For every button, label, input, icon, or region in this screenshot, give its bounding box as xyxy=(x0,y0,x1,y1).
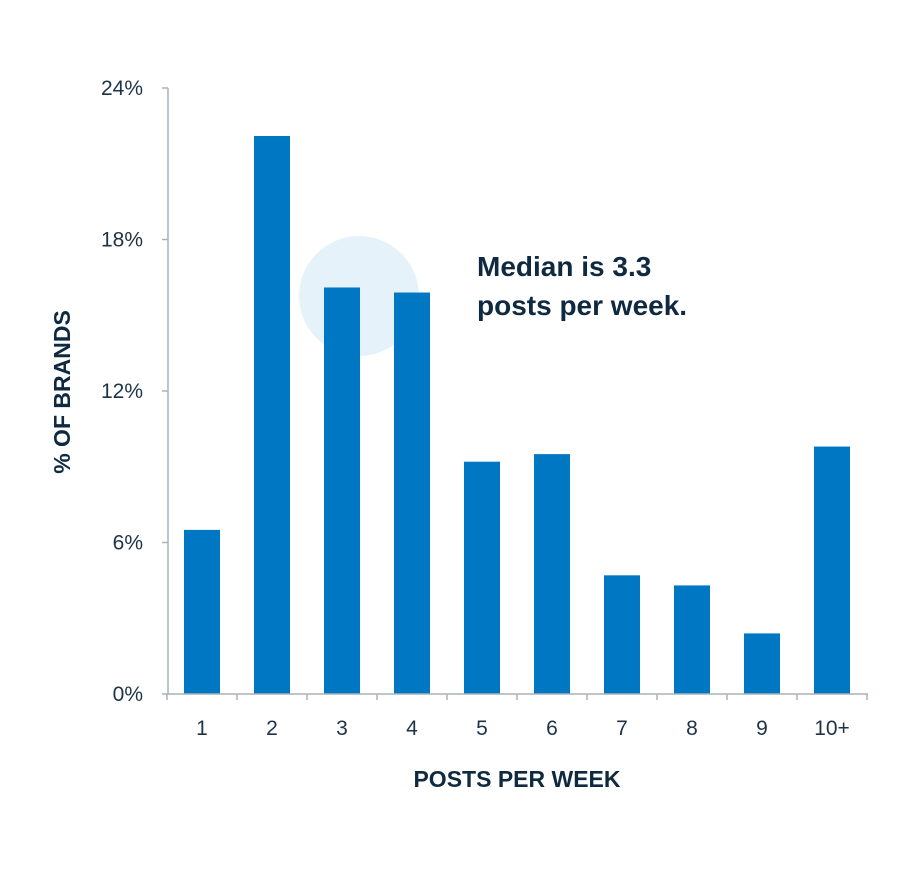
bar-10+ xyxy=(814,446,850,694)
x-tick-label: 9 xyxy=(756,717,768,740)
annotation-line-2: posts per week. xyxy=(477,290,687,321)
bar-3 xyxy=(324,287,360,694)
bar-6 xyxy=(534,454,570,694)
y-ticks-group: 0% 6% 12% 18% 24% xyxy=(101,77,168,706)
x-tick-label: 10+ xyxy=(814,717,850,740)
bar-7 xyxy=(604,575,640,694)
x-tick-label: 8 xyxy=(686,717,698,740)
bar-4 xyxy=(394,292,430,694)
bars-group xyxy=(184,135,850,695)
x-tick-label: 5 xyxy=(476,717,488,740)
bar-2 xyxy=(254,135,290,695)
y-tick-label: 24% xyxy=(101,77,143,100)
y-axis-title: % OF BRANDS xyxy=(49,310,75,474)
bar-5 xyxy=(464,461,500,694)
y-tick-label: 0% xyxy=(113,683,143,706)
x-tick-label: 1 xyxy=(196,717,208,740)
x-axis-title: POSTS PER WEEK xyxy=(413,766,620,792)
median-annotation: Median is 3.3 posts per week. xyxy=(477,251,687,321)
x-tick-label: 6 xyxy=(546,717,558,740)
x-tick-label: 2 xyxy=(266,717,278,740)
y-tick-label: 12% xyxy=(101,380,143,403)
annotation-line-1: Median is 3.3 xyxy=(477,251,651,282)
x-tick-label: 3 xyxy=(336,717,348,740)
bar-8 xyxy=(674,585,710,694)
x-tick-label: 4 xyxy=(406,717,418,740)
bar-9 xyxy=(744,633,780,694)
x-ticks-group: 1 2 3 4 5 6 7 8 9 10+ xyxy=(166,694,868,740)
x-tick-label: 7 xyxy=(616,717,628,740)
y-tick-label: 6% xyxy=(113,532,143,555)
bar-1 xyxy=(184,529,220,694)
y-tick-label: 18% xyxy=(101,229,143,252)
